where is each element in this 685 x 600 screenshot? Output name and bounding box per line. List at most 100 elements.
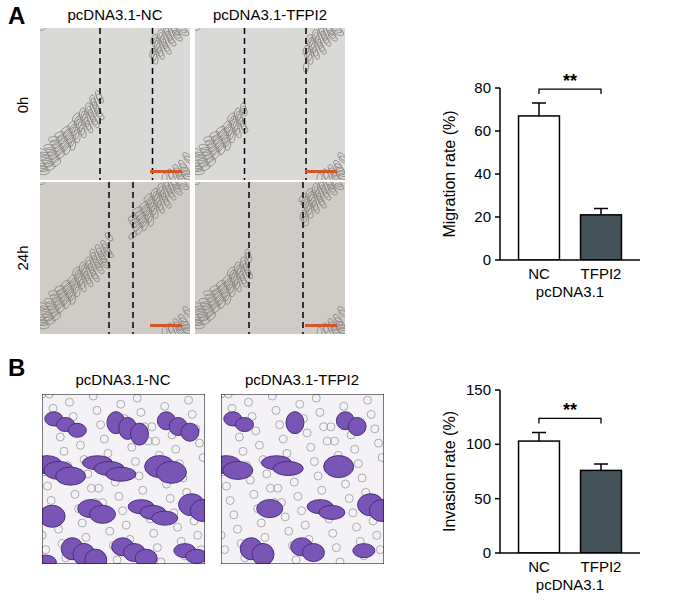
y-tick-label: 60 bbox=[474, 122, 491, 139]
image-title: pcDNA3.1-NC bbox=[75, 371, 170, 388]
pore bbox=[354, 460, 362, 468]
cell bbox=[215, 125, 226, 135]
cell bbox=[150, 187, 159, 198]
y-tick bbox=[495, 259, 500, 261]
pore bbox=[119, 507, 127, 515]
cell bbox=[195, 182, 200, 185]
cell bbox=[94, 244, 102, 255]
pore bbox=[239, 447, 247, 455]
scale-bar bbox=[150, 324, 182, 327]
error-bar bbox=[532, 103, 546, 116]
cell bbox=[157, 200, 164, 211]
y-tick bbox=[495, 389, 500, 391]
cell bbox=[60, 296, 70, 307]
cell bbox=[40, 320, 48, 325]
cell bbox=[312, 200, 319, 211]
pore bbox=[358, 474, 366, 482]
pore bbox=[45, 394, 53, 398]
cell bbox=[240, 257, 245, 267]
bar bbox=[519, 116, 560, 260]
pore bbox=[95, 484, 103, 492]
cell bbox=[48, 137, 58, 142]
cell bbox=[337, 151, 345, 161]
x-tick-label: TFPI2 bbox=[581, 558, 622, 575]
pore bbox=[139, 486, 147, 494]
pore bbox=[100, 435, 108, 443]
stained-cell bbox=[223, 461, 253, 479]
pore bbox=[115, 492, 123, 500]
pore bbox=[199, 453, 205, 461]
y-tick-label: 150 bbox=[466, 381, 491, 398]
image-bg bbox=[42, 394, 205, 564]
cell bbox=[90, 249, 96, 259]
y-tick-label: 0 bbox=[483, 544, 491, 561]
y-tick-label: 0 bbox=[483, 251, 491, 268]
pore bbox=[93, 406, 101, 414]
stained-cell bbox=[85, 549, 107, 564]
cell bbox=[80, 128, 87, 139]
cell bbox=[315, 35, 321, 46]
cell bbox=[85, 103, 90, 113]
y-tick-label: 50 bbox=[474, 490, 491, 507]
bar bbox=[519, 441, 560, 553]
cell bbox=[83, 271, 90, 282]
pore bbox=[228, 404, 236, 412]
pore bbox=[294, 492, 302, 500]
cell bbox=[337, 305, 345, 315]
image-bg bbox=[40, 28, 190, 180]
stained-cell bbox=[106, 467, 136, 481]
cell bbox=[150, 33, 159, 44]
cell bbox=[73, 115, 82, 126]
x-axis-title: pcDNA3.1 bbox=[536, 576, 604, 593]
pore bbox=[166, 494, 174, 502]
pore bbox=[131, 458, 139, 466]
y-tick bbox=[495, 87, 500, 89]
cell bbox=[87, 263, 95, 274]
cell bbox=[71, 266, 81, 277]
pore bbox=[373, 531, 381, 539]
cell bbox=[40, 302, 49, 310]
pore bbox=[290, 478, 298, 486]
pore bbox=[150, 529, 158, 537]
y-tick bbox=[495, 130, 500, 132]
cell bbox=[161, 192, 169, 203]
y-axis-title: Invasion rate (%) bbox=[441, 411, 458, 532]
bars bbox=[519, 432, 622, 553]
image-title: pcDNA3.1-NC bbox=[67, 6, 162, 23]
cell bbox=[60, 142, 70, 153]
cell bbox=[137, 214, 147, 225]
pore bbox=[230, 511, 238, 519]
pore bbox=[244, 398, 252, 406]
pore bbox=[298, 507, 306, 515]
cell bbox=[316, 192, 324, 203]
stained-cell bbox=[181, 423, 199, 441]
pore bbox=[371, 425, 379, 433]
pore bbox=[226, 497, 234, 505]
scratch-edge bbox=[99, 28, 101, 180]
cell bbox=[90, 95, 96, 105]
stained-cell bbox=[42, 555, 56, 564]
cell bbox=[80, 282, 87, 293]
pore bbox=[97, 421, 105, 429]
image-title: pcDNA3.1-TFPI2 bbox=[213, 6, 327, 23]
image-bg bbox=[195, 182, 345, 334]
cell bbox=[228, 115, 237, 126]
cell bbox=[318, 28, 324, 35]
cell bbox=[318, 182, 324, 189]
image-bg bbox=[40, 182, 190, 334]
cell bbox=[84, 120, 92, 131]
micrograph bbox=[195, 28, 345, 180]
bar bbox=[581, 215, 622, 260]
pore bbox=[252, 427, 260, 435]
pore bbox=[332, 544, 340, 552]
cell bbox=[84, 274, 92, 285]
x-axis-title: pcDNA3.1 bbox=[536, 283, 604, 300]
cell bbox=[40, 169, 50, 175]
stained-cell bbox=[89, 505, 115, 523]
stained-cell bbox=[186, 549, 205, 563]
y-tick bbox=[495, 216, 500, 218]
significance: ** bbox=[563, 71, 577, 91]
stained-cell bbox=[286, 412, 304, 434]
pore bbox=[263, 470, 271, 478]
scratch-edge bbox=[305, 28, 307, 180]
